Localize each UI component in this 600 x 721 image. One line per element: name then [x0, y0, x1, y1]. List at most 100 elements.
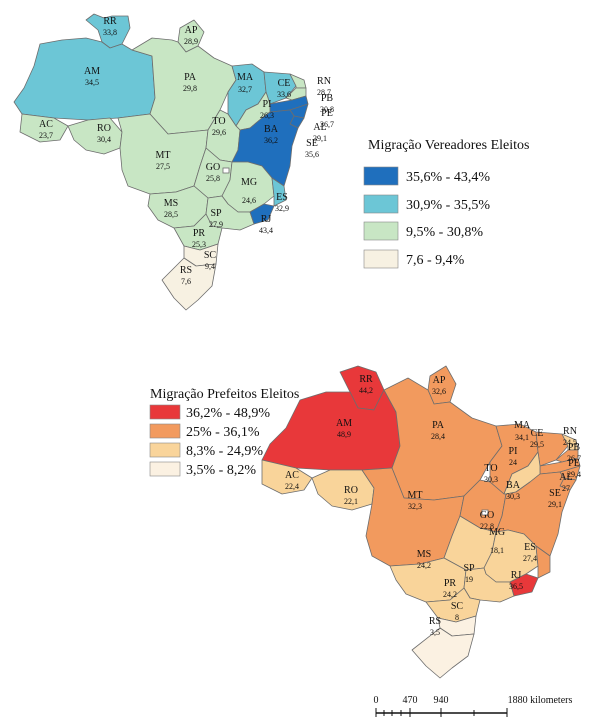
state-label-se: SE — [306, 138, 318, 149]
state-label-ba: BA — [264, 124, 279, 135]
state-value-rn: 24,5 — [563, 438, 577, 447]
state-value-pr: 24,2 — [443, 590, 457, 599]
state-label-go: GO — [206, 162, 220, 173]
state-value-pi: 26,3 — [260, 111, 274, 120]
state-value-ap: 32,6 — [432, 387, 446, 396]
state-value-mg: 24,6 — [242, 196, 256, 205]
state-label-pi: PI — [509, 446, 518, 457]
state-value-pa: 29,8 — [183, 84, 197, 93]
state-label-ma: MA — [237, 72, 254, 83]
scale-tick-label: 1880 kilometers — [508, 695, 573, 706]
state-label-al: AL — [559, 472, 572, 483]
state-label-ce: CE — [531, 428, 544, 439]
state-label-es: ES — [524, 542, 536, 553]
state-label-ro: RO — [97, 123, 111, 134]
state-value-mt: 32,3 — [408, 502, 422, 511]
state-value-pb: 30,8 — [320, 105, 334, 114]
state-value-ms: 24,2 — [417, 561, 431, 570]
state-value-sp: 19 — [465, 575, 473, 584]
state-value-pi: 24 — [509, 458, 517, 467]
state-label-sp: SP — [463, 563, 475, 574]
state-label-mg: MG — [241, 177, 257, 188]
state-label-pi: PI — [263, 99, 272, 110]
legend-entry: 25% - 36,1% — [186, 425, 260, 440]
state-label-se: SE — [549, 488, 561, 499]
state-value-ba: 30,3 — [506, 492, 520, 501]
state-value-sc: 8 — [455, 613, 459, 622]
state-RR — [85, 13, 131, 49]
state-ES — [271, 177, 287, 207]
legend-swatch — [363, 194, 399, 214]
state-AM — [261, 389, 401, 471]
df-marker — [222, 167, 230, 174]
legend-swatch — [149, 442, 181, 458]
state-value-ro: 30,4 — [97, 135, 111, 144]
state-label-rj: RJ — [261, 214, 272, 225]
state-AC — [19, 113, 69, 143]
state-label-am: AM — [84, 66, 100, 77]
state-label-rn: RN — [317, 76, 331, 87]
state-AC — [261, 459, 313, 495]
state-label-ac: AC — [285, 470, 299, 481]
state-PB — [285, 87, 307, 101]
state-value-ma: 32,7 — [238, 85, 252, 94]
state-label-go: GO — [480, 510, 494, 521]
state-value-pb: 26,7 — [567, 454, 581, 463]
state-label-sc: SC — [204, 250, 217, 261]
state-value-ap: 28,9 — [184, 37, 198, 46]
state-label-al: AL — [313, 122, 326, 133]
state-label-es: ES — [276, 192, 288, 203]
legend-swatch — [363, 249, 399, 269]
state-label-ap: AP — [433, 375, 446, 386]
state-label-ro: RO — [344, 485, 358, 496]
state-label-ma: MA — [514, 420, 531, 431]
state-ES — [535, 545, 551, 579]
legend-swatch — [149, 404, 181, 420]
state-label-ba: BA — [506, 480, 521, 491]
state-label-mt: MT — [156, 150, 171, 161]
state-label-mg: MG — [489, 527, 505, 538]
state-value-mt: 27,5 — [156, 162, 170, 171]
state-label-pa: PA — [432, 420, 445, 431]
state-value-ma: 34,1 — [515, 433, 529, 442]
state-value-es: 27,4 — [523, 554, 537, 563]
state-value-rr: 44,2 — [359, 386, 373, 395]
scale-tick-label: 0 — [374, 695, 379, 706]
state-value-se: 35,6 — [305, 150, 319, 159]
state-value-pr: 25,3 — [192, 240, 206, 249]
legend-swatch — [363, 166, 399, 186]
scale-tick-label: 470 — [403, 695, 418, 706]
legend-entry: 8,3% - 24,9% — [186, 444, 263, 459]
state-value-rs: 3,5 — [430, 628, 440, 637]
state-value-am: 34,5 — [85, 78, 99, 87]
legend-swatch — [149, 423, 181, 439]
state-label-pe: PE — [568, 458, 580, 469]
state-label-ac: AC — [39, 119, 53, 130]
state-value-go: 22,8 — [480, 522, 494, 531]
state-label-sp: SP — [210, 208, 222, 219]
state-value-to: 29,6 — [212, 128, 226, 137]
state-label-rs: RS — [429, 616, 441, 627]
state-value-al: 27 — [562, 484, 570, 493]
state-label-pr: PR — [193, 228, 206, 239]
state-label-mt: MT — [408, 490, 423, 501]
legend-title: Migração Prefeitos Eleitos — [150, 387, 299, 402]
state-RS — [161, 257, 217, 311]
state-label-rr: RR — [359, 374, 373, 385]
state-value-ba: 36,2 — [264, 136, 278, 145]
state-label-pe: PE — [321, 108, 333, 119]
state-label-pr: PR — [444, 578, 457, 589]
scale-tick-label: 940 — [434, 695, 449, 706]
state-value-ms: 28,5 — [164, 210, 178, 219]
state-label-rr: RR — [103, 16, 117, 27]
legend-entry: 36,2% - 48,9% — [186, 406, 270, 421]
legend-prefeitos: Migração Prefeitos Eleitos 36,2% - 48,9%… — [149, 387, 299, 478]
state-label-pa: PA — [184, 72, 197, 83]
state-value-mg: 18,1 — [490, 546, 504, 555]
state-value-rn: 28,7 — [317, 88, 331, 97]
legend-entry: 35,6% - 43,4% — [406, 170, 490, 185]
state-value-rs: 7,6 — [181, 277, 191, 286]
